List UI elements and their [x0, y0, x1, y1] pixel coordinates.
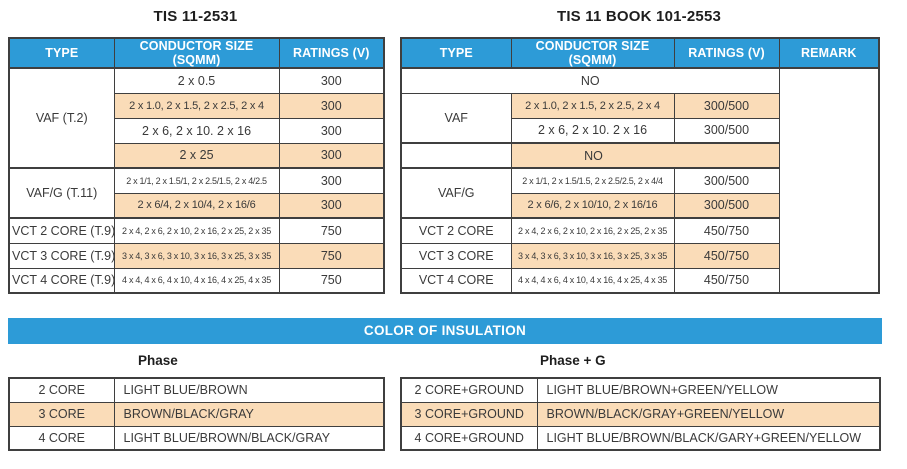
type-cell: VAF — [400, 92, 512, 144]
column-header-ratings: RATINGS (V) — [278, 37, 385, 69]
conductor-size-cell: 2 x 1.0, 2 x 1.5, 2 x 2.5, 2 x 4 — [510, 92, 675, 119]
rating-cell: 750 — [278, 217, 385, 244]
table-row: NO — [400, 67, 880, 294]
conductor-size-cell: 2 x 1/1, 2 x 1.5/1.5, 2 x 2.5/2.5, 2 x 4… — [510, 167, 675, 194]
conductor-size-cell: 2 x 0.5 — [113, 67, 280, 94]
type-cell: VCT 3 CORE — [400, 242, 512, 269]
conductor-size-cell: 3 x 4, 3 x 6, 3 x 10, 3 x 16, 3 x 25, 3 … — [113, 242, 280, 269]
table-row: VAF (T.2) 2 x 0.5 300 — [8, 67, 385, 169]
table-row: 2 x 6/6, 2 x 10/10, 2 x 16/16 300/500 — [401, 192, 879, 219]
tis-2553-title: TIS 11 BOOK 101-2553 — [556, 8, 722, 25]
column-header-conductor-size: CONDUCTOR SIZE (SQMM) — [510, 37, 675, 69]
rating-cell: 300/500 — [673, 167, 780, 194]
conductor-size-cell: 2 x 4, 2 x 6, 2 x 10, 2 x 16, 2 x 25, 2 … — [113, 217, 280, 244]
table-row: NO — [400, 142, 879, 169]
phase-g-heading: Phase + G — [540, 353, 606, 368]
conductor-size-cell: 2 x 1.0, 2 x 1.5, 2 x 2.5, 2 x 4 — [113, 92, 280, 119]
type-cell: VCT 2 CORE — [400, 217, 512, 244]
rating-cell: 300 — [278, 92, 385, 119]
tis-2531-table: TYPE CONDUCTOR SIZE (SQMM) RATINGS (V) V… — [8, 37, 385, 294]
no-cell: NO — [510, 142, 780, 169]
rating-cell: 750 — [278, 242, 385, 269]
conductor-size-cell: 2 x 6, 2 x 10. 2 x 16 — [113, 117, 280, 144]
colors-cell: LIGHT BLUE/BROWN+GREEN/YELLOW — [536, 377, 881, 403]
table-row: VCT 4 CORE (T.9) 4 x 4, 4 x 6, 4 x 10, 4… — [8, 267, 385, 294]
table-row: 2 CORE LIGHT BLUE/BROWN — [8, 377, 385, 403]
colors-cell: LIGHT BLUE/BROWN/BLACK/GARY+GREEN/YELLOW — [536, 425, 881, 451]
type-cell: VCT 4 CORE (T.9) — [8, 267, 115, 294]
table-row: VAF 2 x 1.0, 2 x 1.5, 2 x 2.5, 2 x 4 300… — [400, 92, 879, 144]
type-cell: VAF/G — [400, 167, 512, 219]
type-cell: VAF/G (T.11) — [8, 167, 115, 219]
table-row: VCT 3 CORE 3 x 4, 3 x 6, 3 x 10, 3 x 16,… — [400, 242, 879, 269]
conductor-size-cell: 3 x 4, 3 x 6, 3 x 10, 3 x 16, 3 x 25, 3 … — [510, 242, 675, 269]
table-row: VCT 3 CORE (T.9) 3 x 4, 3 x 6, 3 x 10, 3… — [8, 242, 385, 269]
rating-cell: 300/500 — [673, 192, 780, 219]
colors-cell: LIGHT BLUE/BROWN/BLACK/GRAY — [113, 425, 385, 451]
header-row: TYPE CONDUCTOR SIZE (SQMM) RATINGS (V) R… — [400, 37, 880, 69]
colors-cell: BROWN/BLACK/GRAY+GREEN/YELLOW — [536, 401, 881, 427]
rating-cell: 450/750 — [673, 217, 780, 244]
conductor-size-cell: 2 x 1/1, 2 x 1.5/1, 2 x 2.5/1.5, 2 x 4/2… — [113, 167, 280, 194]
rating-cell: 450/750 — [673, 242, 780, 269]
table-row: 2 x 1.0, 2 x 1.5, 2 x 2.5, 2 x 4 300 — [9, 92, 385, 119]
rating-cell: 300/500 — [673, 117, 780, 144]
tis-2531-title: TIS 11-2531 — [153, 8, 238, 25]
table-row: 4 CORE+GROUND LIGHT BLUE/BROWN/BLACK/GAR… — [400, 425, 881, 451]
color-of-insulation-banner: COLOR OF INSULATION — [8, 318, 882, 344]
table-row: 3 CORE+GROUND BROWN/BLACK/GRAY+GREEN/YEL… — [400, 401, 881, 427]
tis-2553-table: TYPE CONDUCTOR SIZE (SQMM) RATINGS (V) R… — [400, 37, 880, 294]
rating-cell: 300 — [278, 67, 385, 94]
rating-cell: 750 — [278, 267, 385, 294]
phase-g-table: 2 CORE+GROUND LIGHT BLUE/BROWN+GREEN/YEL… — [400, 377, 881, 451]
table-row: 3 CORE BROWN/BLACK/GRAY — [8, 401, 385, 427]
conductor-size-cell: 4 x 4, 4 x 6, 4 x 10, 4 x 16, 4 x 25, 4 … — [113, 267, 280, 294]
core-cell: 3 CORE — [8, 401, 115, 427]
type-cell: VCT 4 CORE — [400, 267, 512, 294]
table-row: 2 CORE+GROUND LIGHT BLUE/BROWN+GREEN/YEL… — [400, 377, 881, 403]
rating-cell: 300 — [278, 117, 385, 144]
colors-cell: LIGHT BLUE/BROWN — [113, 377, 385, 403]
column-header-ratings: RATINGS (V) — [673, 37, 780, 69]
conductor-size-cell: 4 x 4, 4 x 6, 4 x 10, 4 x 16, 4 x 25, 4 … — [510, 267, 675, 294]
core-cell: 2 CORE+GROUND — [400, 377, 538, 403]
type-cell: VCT 2 CORE (T.9) — [8, 217, 115, 244]
table-row: 4 CORE LIGHT BLUE/BROWN/BLACK/GRAY — [8, 425, 385, 451]
column-header-remark: REMARK — [778, 37, 880, 69]
table-row: VAF/G (T.11) 2 x 1/1, 2 x 1.5/1, 2 x 2.5… — [8, 167, 385, 219]
conductor-size-cell: 2 x 6, 2 x 10. 2 x 16 — [510, 117, 675, 144]
table-row: VAF/G 2 x 1/1, 2 x 1.5/1.5, 2 x 2.5/2.5,… — [400, 167, 879, 219]
core-cell: 3 CORE+GROUND — [400, 401, 538, 427]
type-cell: VCT 3 CORE (T.9) — [8, 242, 115, 269]
type-cell: VAF (T.2) — [8, 67, 115, 169]
core-cell: 4 CORE — [8, 425, 115, 451]
rating-cell: 300 — [278, 192, 385, 219]
type-cell — [400, 142, 512, 169]
table-row: 2 x 25 300 — [9, 142, 385, 169]
rating-cell: 300 — [278, 142, 385, 169]
table-row: 2 x 6, 2 x 10. 2 x 16 300/500 — [401, 117, 879, 144]
rating-cell: 450/750 — [673, 267, 780, 294]
column-header-type: TYPE — [8, 37, 115, 69]
column-header-type: TYPE — [400, 37, 512, 69]
no-cell: NO — [400, 67, 780, 94]
column-header-conductor-size: CONDUCTOR SIZE (SQMM) — [113, 37, 280, 69]
core-cell: 2 CORE — [8, 377, 115, 403]
conductor-size-cell: 2 x 4, 2 x 6, 2 x 10, 2 x 16, 2 x 25, 2 … — [510, 217, 675, 244]
table-row: VCT 2 CORE (T.9) 2 x 4, 2 x 6, 2 x 10, 2… — [8, 217, 385, 244]
colors-cell: BROWN/BLACK/GRAY — [113, 401, 385, 427]
phase-heading: Phase — [138, 353, 178, 368]
rating-cell: 300/500 — [673, 92, 780, 119]
conductor-size-cell: 2 x 6/6, 2 x 10/10, 2 x 16/16 — [510, 192, 675, 219]
table-row: 2 x 6/4, 2 x 10/4, 2 x 16/6 300 — [9, 192, 385, 219]
conductor-size-cell: 2 x 25 — [113, 142, 280, 169]
phase-table: 2 CORE LIGHT BLUE/BROWN 3 CORE BROWN/BLA… — [8, 377, 385, 451]
core-cell: 4 CORE+GROUND — [400, 425, 538, 451]
header-row: TYPE CONDUCTOR SIZE (SQMM) RATINGS (V) — [8, 37, 385, 69]
table-row: VCT 4 CORE 4 x 4, 4 x 6, 4 x 10, 4 x 16,… — [400, 267, 879, 294]
rating-cell: 300 — [278, 167, 385, 194]
conductor-size-cell: 2 x 6/4, 2 x 10/4, 2 x 16/6 — [113, 192, 280, 219]
remark-cell — [778, 67, 880, 294]
